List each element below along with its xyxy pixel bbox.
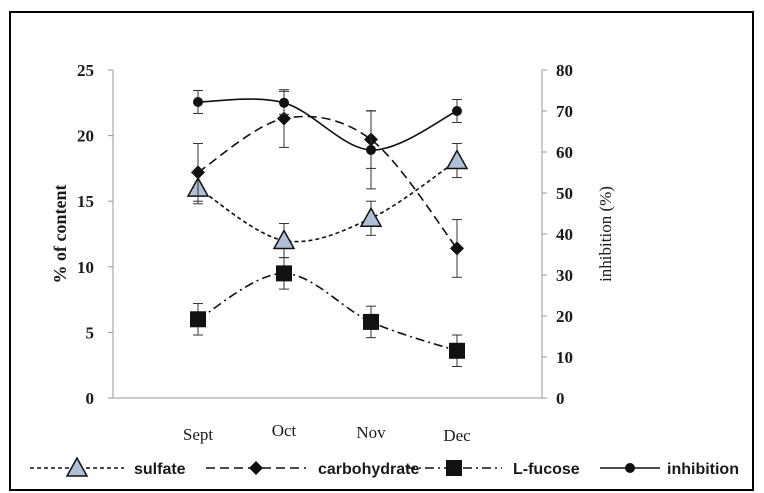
y2-tick-label: 20 bbox=[556, 307, 573, 326]
y-tick-label: 5 bbox=[86, 323, 95, 342]
legend-item-sulfate: sulfate bbox=[30, 456, 186, 478]
data-point bbox=[452, 106, 462, 116]
legend-marker bbox=[446, 460, 462, 476]
data-point bbox=[279, 97, 289, 108]
y2-tick-label: 70 bbox=[556, 102, 573, 121]
y2-tick-label: 10 bbox=[556, 348, 573, 367]
chart-frame bbox=[9, 11, 754, 491]
data-point bbox=[276, 265, 292, 282]
y2-tick-label: 40 bbox=[556, 225, 573, 244]
data-point bbox=[193, 96, 203, 107]
legend-label: L-fucose bbox=[513, 461, 580, 478]
series-L-fucose bbox=[190, 257, 465, 368]
legend-item-L-fucose: L-fucose bbox=[406, 460, 580, 478]
y-tick-label: 10 bbox=[77, 258, 94, 277]
data-point bbox=[366, 144, 376, 155]
legend-label: sulfate bbox=[134, 461, 186, 478]
legend-item-carbohydrate: carbohydrate bbox=[206, 461, 419, 478]
data-point bbox=[449, 342, 465, 359]
y-axis-title: % of content bbox=[50, 185, 70, 284]
series-line bbox=[197, 115, 458, 249]
y-tick-label: 0 bbox=[86, 389, 95, 408]
y2-tick-label: 50 bbox=[556, 184, 573, 203]
legend-marker bbox=[249, 461, 263, 475]
x-category-label: Sept bbox=[183, 425, 214, 444]
y2-tick-label: 30 bbox=[556, 266, 573, 285]
y-axis-right-ticks: 0 10 20 30 40 50 60 70 80 bbox=[542, 61, 573, 408]
y2-tick-label: 80 bbox=[556, 61, 573, 80]
y2-tick-label: 60 bbox=[556, 143, 573, 162]
series-carbohydrate bbox=[191, 89, 464, 278]
series-line bbox=[197, 98, 458, 151]
y2-tick-label: 0 bbox=[556, 389, 565, 408]
series-inhibition bbox=[193, 90, 462, 190]
y2-axis-title: inhibition (%) bbox=[596, 186, 615, 282]
data-point bbox=[277, 111, 291, 126]
series-line bbox=[197, 159, 458, 243]
plot-area bbox=[186, 89, 469, 368]
x-category-label: Oct bbox=[272, 421, 297, 440]
legend-marker bbox=[625, 463, 635, 473]
data-point bbox=[445, 148, 469, 170]
legend-item-inhibition: inhibition bbox=[600, 461, 739, 478]
y-tick-label: 25 bbox=[77, 61, 94, 80]
y-axis-left-ticks: 0 5 10 15 20 25 bbox=[77, 61, 113, 408]
legend: sulfate carbohydrate L-fucose inhibition bbox=[30, 456, 739, 478]
data-point bbox=[363, 313, 379, 330]
x-category-label: Nov bbox=[356, 423, 386, 442]
data-point bbox=[190, 311, 206, 328]
data-point bbox=[450, 241, 464, 256]
x-axis-categories: Sept Oct Nov Dec bbox=[183, 421, 471, 445]
y-tick-label: 20 bbox=[77, 127, 94, 146]
x-category-label: Dec bbox=[443, 426, 471, 445]
data-point bbox=[272, 229, 296, 250]
y-tick-label: 15 bbox=[77, 192, 94, 211]
legend-label: inhibition bbox=[667, 461, 739, 478]
data-point bbox=[191, 165, 205, 180]
series-line bbox=[197, 272, 458, 352]
data-point bbox=[359, 206, 383, 228]
legend-label: carbohydrate bbox=[318, 461, 419, 478]
legend-marker bbox=[65, 456, 89, 477]
